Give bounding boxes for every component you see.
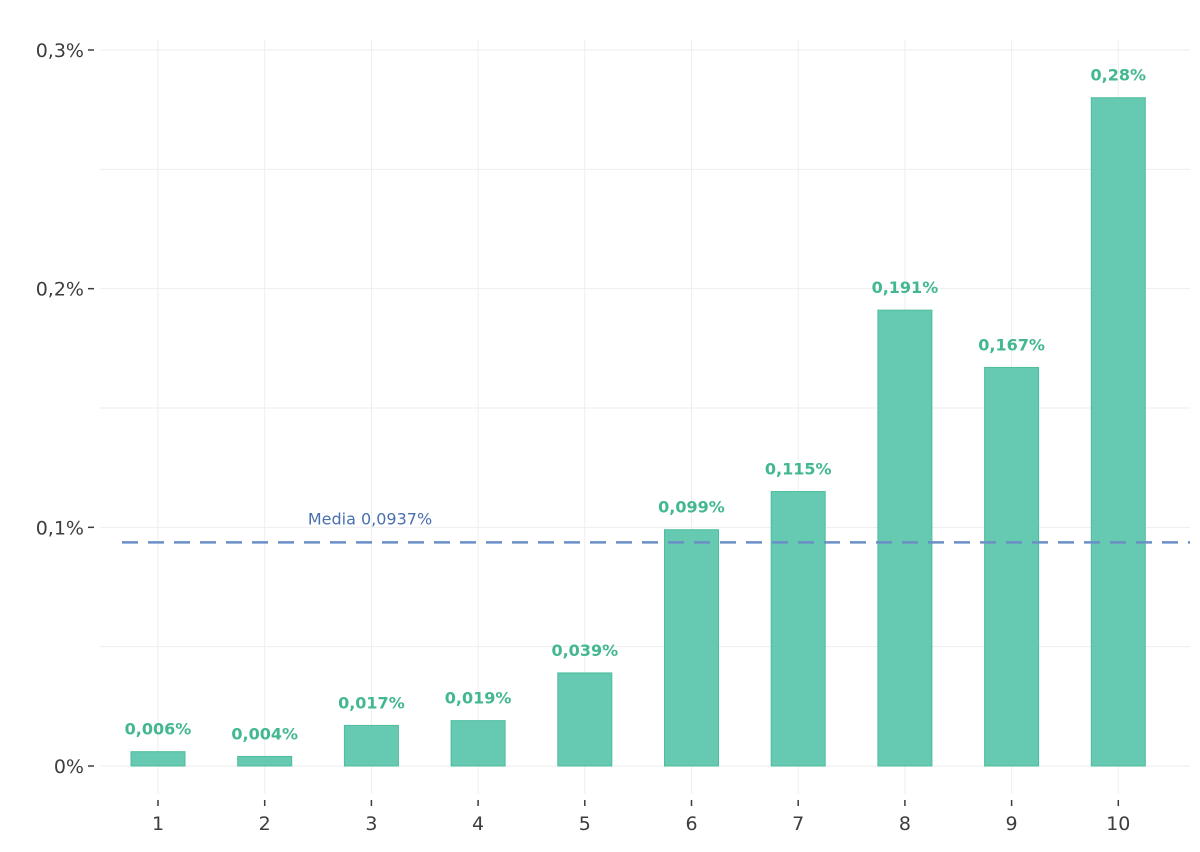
- x-tick-label: 4: [472, 813, 484, 835]
- x-tick-label: 9: [1006, 813, 1018, 835]
- data-label: 0,191%: [872, 278, 939, 297]
- bar-1: [130, 751, 186, 767]
- data-label: 0,006%: [125, 720, 192, 739]
- bar-7: [770, 491, 826, 767]
- bar-4: [450, 720, 506, 767]
- x-tick-label: 10: [1106, 813, 1130, 835]
- data-label: 0,099%: [658, 498, 725, 517]
- bar-2: [237, 755, 293, 767]
- y-tick-label: 0,2%: [36, 279, 84, 301]
- x-tick-label: 2: [259, 813, 271, 835]
- x-tick-label: 3: [365, 813, 377, 835]
- axes: 0% 0,1% 0,2% 0,3% 1 2 3 4 5 6 7 8 9 10: [36, 40, 1131, 835]
- mean-reference: Media 0,0937%: [122, 509, 1190, 544]
- bars: [130, 97, 1146, 767]
- data-label: 0,017%: [338, 693, 405, 712]
- bar-3: [343, 724, 399, 767]
- bar-6: [664, 529, 719, 767]
- y-tick-label: 0%: [54, 756, 84, 778]
- data-label: 0,167%: [978, 335, 1045, 354]
- data-label: 0,28%: [1091, 66, 1147, 85]
- bar-10: [1090, 97, 1146, 767]
- y-tick-label: 0,1%: [36, 517, 84, 539]
- x-tick-label: 1: [152, 813, 164, 835]
- data-label: 0,004%: [231, 724, 298, 743]
- x-tick-label: 5: [579, 813, 591, 835]
- data-label: 0,019%: [445, 689, 512, 708]
- x-tick-label: 7: [792, 813, 804, 835]
- x-tick-label: 8: [899, 813, 911, 835]
- mean-label: Media 0,0937%: [308, 509, 432, 528]
- bar-5: [557, 672, 613, 767]
- bar-8: [877, 309, 933, 767]
- data-label: 0,115%: [765, 460, 832, 479]
- x-tick-label: 6: [685, 813, 697, 835]
- y-tick-label: 0,3%: [36, 40, 84, 62]
- data-labels: 0,006% 0,004% 0,017% 0,019% 0,039% 0,099% 0,11…: [125, 66, 1146, 744]
- bar-9: [984, 366, 1040, 767]
- data-label: 0,039%: [551, 641, 618, 660]
